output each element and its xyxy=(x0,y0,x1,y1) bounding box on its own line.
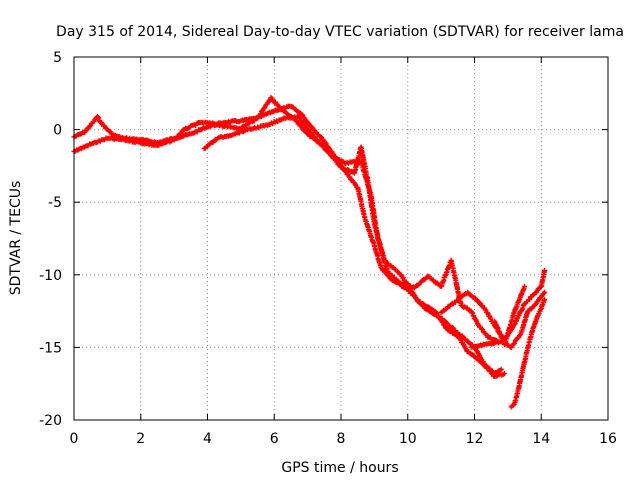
axis-ticks: 0 2 4 6 8 10 12 14 16 5 0 -5 -10 -15 -20 xyxy=(39,50,617,447)
data-point-run xyxy=(516,375,524,392)
y-tick-label: -20 xyxy=(39,413,62,429)
data-point-run xyxy=(519,360,527,378)
x-tick-label: 4 xyxy=(203,431,212,447)
y-tick-label: 5 xyxy=(53,50,62,66)
chart-title: Day 315 of 2014, Sidereal Day-to-day VTE… xyxy=(56,24,624,40)
y-axis-label: SDTVAR / TECUs xyxy=(8,181,24,296)
x-tick-label: 14 xyxy=(532,431,550,447)
y-tick-label: 0 xyxy=(53,123,62,139)
x-tick-label: 16 xyxy=(599,431,617,447)
data-point-run xyxy=(106,135,125,142)
gridlines xyxy=(74,57,608,420)
x-tick-label: 2 xyxy=(136,431,145,447)
data-point-run xyxy=(512,391,520,405)
x-tick-label: 10 xyxy=(399,431,417,447)
data-point-run xyxy=(355,187,366,217)
series-track-3 xyxy=(202,114,501,344)
y-tick-label: -15 xyxy=(39,340,62,356)
data-points xyxy=(71,95,547,409)
y-tick-label: -10 xyxy=(39,268,62,284)
data-point-run xyxy=(526,334,534,349)
x-tick-label: 6 xyxy=(270,431,279,447)
x-axis-label: GPS time / hours xyxy=(281,460,398,476)
series-track-7 xyxy=(492,284,527,347)
sdtvar-chart: Day 315 of 2014, Sidereal Day-to-day VTE… xyxy=(0,0,640,480)
series-track-1 xyxy=(71,104,503,377)
data-point-run xyxy=(522,346,530,364)
x-tick-label: 0 xyxy=(70,431,79,447)
y-tick-label: -5 xyxy=(48,195,62,211)
x-tick-label: 8 xyxy=(337,431,346,447)
data-point-run xyxy=(539,269,547,288)
data-point-run xyxy=(73,141,92,153)
data-point-run xyxy=(413,275,429,289)
data-point-run xyxy=(90,136,109,147)
x-tick-label: 12 xyxy=(466,431,484,447)
